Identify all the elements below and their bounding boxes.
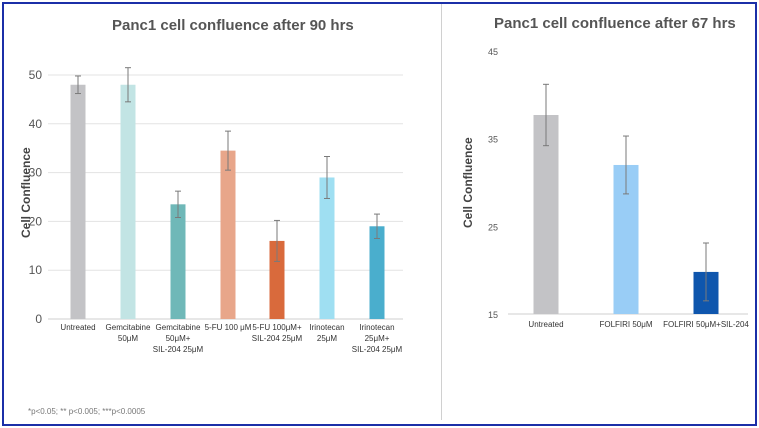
x-tick-label-left-3: 5-FU 100 μM [205, 323, 252, 332]
x-tick-label-left-4: SIL-204 25μM [252, 334, 303, 343]
bar-left-5 [319, 177, 335, 319]
panel-divider [441, 4, 442, 420]
bar-left-2 [170, 204, 186, 319]
y-tick-label-right: 35 [488, 135, 498, 145]
bar-left-0 [70, 84, 86, 319]
bar-left-4 [269, 240, 285, 319]
y-tick-label-left: 0 [35, 312, 42, 326]
x-tick-label-right-2: FOLFIRI 50μM+SIL-204 [663, 320, 749, 329]
x-tick-label-left-4: 5-FU 100μM+ [252, 323, 302, 332]
x-tick-label-left-1: Gemcitabine [106, 323, 151, 332]
bar-right-0 [533, 114, 559, 314]
bar-left-1 [120, 84, 136, 319]
y-tick-label-right: 15 [488, 310, 498, 320]
y-tick-label-left: 30 [29, 166, 43, 180]
x-tick-label-left-0: Untreated [60, 323, 95, 332]
x-tick-label-right-1: FOLFIRI 50μM [599, 320, 652, 329]
bar-left-6 [369, 226, 385, 319]
x-tick-label-left-2: Gemcitabine [156, 323, 201, 332]
y-tick-label-left: 50 [29, 68, 43, 82]
x-tick-label-left-6: SIL-204 25μM [352, 345, 403, 354]
y-tick-label-right: 45 [488, 47, 498, 57]
y-tick-label-left: 20 [29, 214, 43, 228]
chart-title-left: Panc1 cell confluence after 90 hrs [112, 17, 354, 34]
y-tick-label-right: 25 [488, 222, 498, 232]
bar-left-3 [220, 150, 236, 319]
x-tick-label-left-1: 50μM [118, 334, 139, 343]
y-tick-label-left: 40 [29, 117, 43, 131]
chart-title-right: Panc1 cell confluence after 67 hrs [494, 15, 736, 32]
x-tick-label-left-2: 50μM+ [166, 334, 191, 343]
x-tick-label-left-5: 25μM [317, 334, 338, 343]
y-tick-label-left: 10 [29, 263, 43, 277]
x-tick-label-right-0: Untreated [528, 320, 563, 329]
x-tick-label-left-2: SIL-204 25μM [153, 345, 204, 354]
significance-footnote: *p<0.05; ** p<0.005; ***p<0.0005 [28, 407, 146, 416]
x-tick-label-left-6: Irinotecan [359, 323, 394, 332]
x-tick-label-left-6: 25μM+ [365, 334, 390, 343]
x-tick-label-left-5: Irinotecan [309, 323, 344, 332]
